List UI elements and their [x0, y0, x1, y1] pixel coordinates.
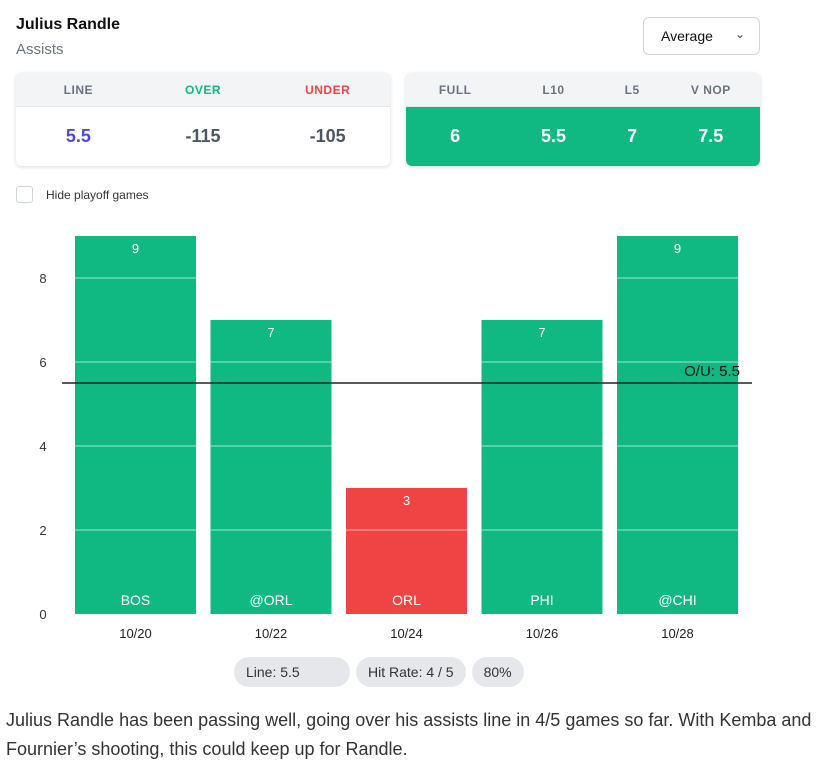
- y-tick-label: 8: [39, 271, 46, 286]
- select-value: Average: [661, 28, 713, 44]
- vnop-value: 7.5: [698, 126, 724, 146]
- hide-playoff-label: Hide playoff games: [46, 188, 149, 202]
- vnop-header: V NOP: [690, 82, 731, 97]
- full-value: 6: [450, 126, 461, 146]
- assists-bar-chart: 0 2 4 6 8 9 BOS 10/20 7 @ORL 10/22 3 ORL 10/24 7 PHI 10/…: [39, 236, 752, 641]
- x-tick-label: 10/24: [390, 626, 423, 641]
- bar: [210, 320, 332, 614]
- y-tick-label: 0: [39, 607, 46, 622]
- y-tick-label: 4: [39, 439, 46, 454]
- x-tick-label: 10/20: [119, 626, 152, 641]
- bar-value-label: 3: [403, 493, 410, 508]
- stat-type: Assists: [16, 41, 64, 58]
- bar: [75, 236, 196, 614]
- stat-mode-select[interactable]: Average ⌄: [643, 17, 760, 55]
- bar-value-label: 9: [674, 241, 681, 256]
- over-header: OVER: [185, 82, 222, 97]
- bar: [346, 488, 467, 614]
- under-header: UNDER: [305, 82, 351, 97]
- bar-opponent-label: @ORL: [250, 592, 293, 608]
- l10-value: 5.5: [540, 126, 566, 146]
- y-tick-label: 6: [39, 355, 46, 370]
- player-name: Julius Randle: [16, 16, 121, 33]
- over-under-label: O/U: 5.5: [684, 363, 740, 380]
- hit-pct-pill: 80%: [471, 657, 524, 687]
- line-value: 5.5: [65, 126, 91, 146]
- x-tick-label: 10/22: [255, 626, 288, 641]
- l5-header: L5: [624, 82, 640, 97]
- x-tick-label: 10/28: [661, 626, 694, 641]
- l5-value: 7: [627, 126, 638, 146]
- bar-opponent-label: BOS: [121, 592, 151, 608]
- bar-opponent-label: ORL: [392, 592, 421, 608]
- line-header: LINE: [63, 82, 93, 97]
- bar-opponent-label: @CHI: [658, 592, 696, 608]
- odds-card: LINE OVER UNDER 5.5 -115 -105: [16, 73, 390, 166]
- line-pill: Line: 5.5: [234, 657, 350, 687]
- x-tick-label: 10/26: [526, 626, 559, 641]
- bar-value-label: 7: [267, 325, 274, 340]
- under-odds: -105: [309, 126, 346, 146]
- chevron-down-icon: ⌄: [734, 27, 745, 41]
- analysis-text: Julius Randle has been passing well, goi…: [6, 710, 812, 759]
- bar: [481, 320, 603, 614]
- hit-rate-pill: Hit Rate: 4 / 5: [356, 657, 466, 687]
- bar-opponent-label: PHI: [530, 592, 553, 608]
- averages-card: FULL L10 L5 V NOP 6 5.5 7 7.5: [406, 73, 760, 166]
- y-tick-label: 2: [39, 523, 46, 538]
- l10-header: L10: [542, 82, 565, 97]
- full-header: FULL: [438, 82, 472, 97]
- bar-value-label: 9: [132, 241, 139, 256]
- bar: [617, 236, 738, 614]
- bar-value-label: 7: [538, 325, 545, 340]
- hide-playoff-checkbox[interactable]: [16, 186, 33, 203]
- over-odds: -115: [185, 126, 221, 146]
